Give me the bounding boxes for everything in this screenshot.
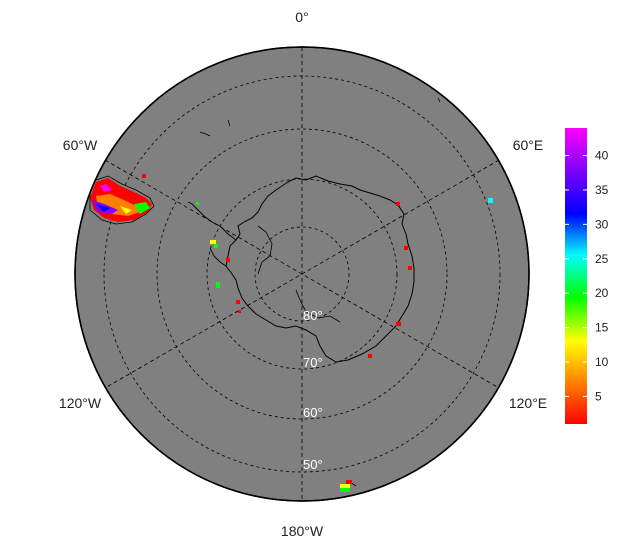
- colorbar-tick-label: 25: [595, 252, 609, 266]
- lat-label-70: 70°: [303, 355, 323, 370]
- colorbar-tick-label: 10: [595, 355, 609, 369]
- antarctic-peninsula: [187, 201, 237, 267]
- map-border: [74, 46, 530, 502]
- lat-label-80: 80°: [303, 308, 323, 323]
- lon-label-120e: 120°E: [509, 395, 547, 411]
- lon-label-0: 0°: [295, 9, 308, 25]
- south-america-data: [89, 174, 155, 225]
- colorbar: [565, 128, 587, 424]
- colorbar-tick-label: 35: [595, 183, 609, 197]
- island-outline: [199, 97, 441, 487]
- lon-label-60e: 60°E: [513, 137, 544, 153]
- lat-circle-60: [156, 128, 448, 420]
- colorbar-tick-label: 5: [595, 389, 602, 403]
- lon-label-120w: 120°W: [59, 395, 102, 411]
- colorbar-tick-label: 30: [595, 217, 609, 231]
- colorbar-tick-label: 20: [595, 286, 609, 300]
- ice-shelf-line: [257, 225, 341, 323]
- lat-label-60: 60°: [303, 405, 323, 420]
- lon-label-180w: 180°W: [281, 523, 324, 539]
- lat-label-50: 50°: [303, 457, 323, 472]
- meridian-60e-120w: [104, 159, 500, 389]
- colorbar-ticks: 5 10 15 20 25 30 35 40: [565, 149, 609, 403]
- coastal-data-pixels: [196, 198, 493, 492]
- colorbar-tick-label: 15: [595, 321, 609, 335]
- lon-label-60w: 60°W: [63, 137, 98, 153]
- colorbar-tick-label: 40: [595, 149, 609, 163]
